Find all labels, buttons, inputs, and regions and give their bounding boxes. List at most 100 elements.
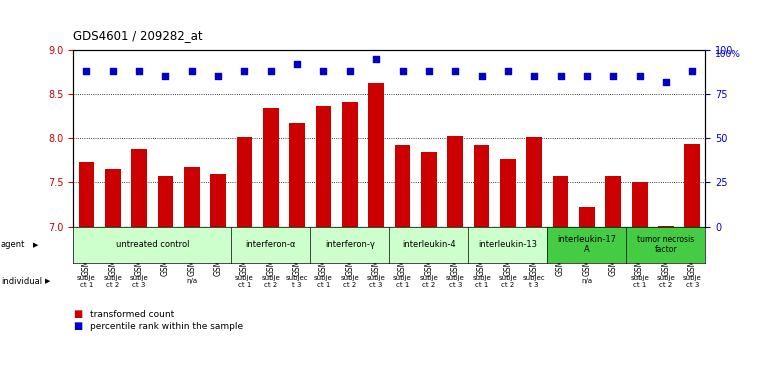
Text: GSM866433: GSM866433 [161,229,170,276]
Point [581,73,593,79]
Text: subje
ct 2: subje ct 2 [657,275,675,288]
Bar [131,149,147,227]
Point [449,68,461,74]
Text: subje
ct 1: subje ct 1 [630,275,649,288]
Bar [315,106,332,227]
Text: subje
ct 1: subje ct 1 [314,275,333,288]
Text: subje
ct 2: subje ct 2 [419,275,438,288]
Point [686,68,699,74]
Text: interleukin-17
A: interleukin-17 A [557,235,617,255]
Text: GSM866428: GSM866428 [345,229,355,275]
Text: GSM866436: GSM866436 [556,229,565,276]
Text: GSM866444: GSM866444 [688,229,697,276]
Text: interferon-α: interferon-α [246,240,296,249]
Text: percentile rank within the sample: percentile rank within the sample [90,322,244,331]
Text: subje
ct 2: subje ct 2 [261,275,280,288]
Bar [658,226,674,227]
Text: GSM866429: GSM866429 [372,229,381,276]
Text: subjec
t 3: subjec t 3 [523,275,546,288]
Point [106,68,119,74]
Bar [421,152,436,227]
Bar [369,83,384,227]
Text: interleukin-13: interleukin-13 [478,240,537,249]
Point [370,56,382,62]
Text: GSM866422: GSM866422 [108,229,117,275]
Text: subje
ct 1: subje ct 1 [77,275,96,288]
Text: individual: individual [1,277,42,286]
Point [80,68,93,74]
Bar [553,176,568,227]
Bar [685,144,700,227]
Point [318,68,330,74]
Point [212,73,224,79]
Bar [500,159,516,227]
Point [660,79,672,85]
Point [554,73,567,79]
Text: interferon-γ: interferon-γ [325,240,375,249]
Text: n/a: n/a [187,278,197,284]
Bar [263,108,278,227]
Text: GSM866426: GSM866426 [293,229,301,276]
Bar [237,137,252,227]
Point [264,68,277,74]
Bar [631,182,648,227]
Bar [342,102,358,227]
Text: GSM866427: GSM866427 [319,229,328,276]
Text: subje
ct 1: subje ct 1 [472,275,491,288]
Text: GSM866432: GSM866432 [530,229,539,276]
Bar [79,162,94,227]
Text: GSM866424: GSM866424 [240,229,249,276]
Text: agent: agent [1,240,25,249]
Text: tumor necrosis
factor: tumor necrosis factor [638,235,695,255]
Text: GSM866434: GSM866434 [187,229,197,276]
Point [607,73,619,79]
Point [502,68,514,74]
Bar [183,167,200,227]
Text: GSM866438: GSM866438 [609,229,618,276]
Text: ■: ■ [73,321,82,331]
Text: GSM866443: GSM866443 [662,229,671,276]
Text: subje
ct 3: subje ct 3 [367,275,386,288]
Text: ■: ■ [73,309,82,319]
Bar [473,145,490,227]
Text: 100%: 100% [715,50,741,59]
Point [238,68,251,74]
Text: GDS4601 / 209282_at: GDS4601 / 209282_at [73,29,203,42]
Text: GSM866435: GSM866435 [214,229,223,276]
Point [528,73,540,79]
Text: ▶: ▶ [33,242,39,248]
Text: GSM866437: GSM866437 [582,229,591,276]
Text: untreated control: untreated control [116,240,189,249]
Text: GSM866440: GSM866440 [424,229,433,276]
Text: subje
ct 2: subje ct 2 [103,275,122,288]
Text: subje
ct 1: subje ct 1 [235,275,254,288]
Bar [289,123,305,227]
Point [186,68,198,74]
Bar [157,176,173,227]
Text: subjec
t 3: subjec t 3 [286,275,308,288]
Text: subje
ct 3: subje ct 3 [683,275,702,288]
Bar [605,176,621,227]
Text: subje
ct 2: subje ct 2 [341,275,359,288]
Bar [447,136,463,227]
Point [423,68,435,74]
Text: ▶: ▶ [45,278,50,284]
Point [476,73,488,79]
Bar [210,174,226,227]
Text: GSM866441: GSM866441 [451,229,460,276]
Text: GSM866431: GSM866431 [503,229,513,276]
Text: transformed count: transformed count [90,310,174,319]
Point [133,68,145,74]
Text: GSM866425: GSM866425 [266,229,275,276]
Bar [579,207,594,227]
Text: subje
ct 3: subje ct 3 [130,275,149,288]
Text: GSM866423: GSM866423 [135,229,143,276]
Text: GSM866439: GSM866439 [398,229,407,276]
Text: subje
ct 3: subje ct 3 [446,275,465,288]
Point [634,73,646,79]
Point [291,61,303,67]
Point [160,73,172,79]
Point [396,68,409,74]
Text: interleukin-4: interleukin-4 [402,240,456,249]
Text: GSM866430: GSM866430 [477,229,486,276]
